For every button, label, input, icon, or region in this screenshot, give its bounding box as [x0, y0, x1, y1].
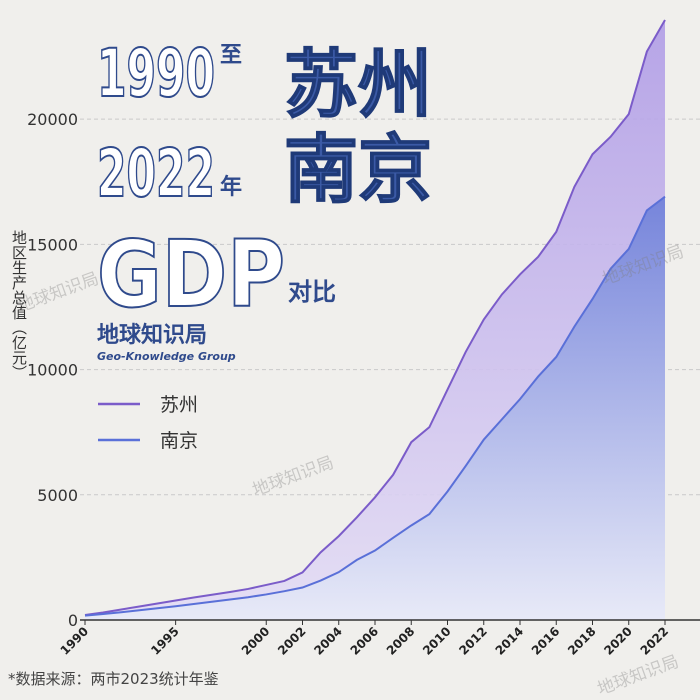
y-tick-label: 15000	[27, 235, 78, 254]
brand-en: Geo-Knowledge Group	[97, 350, 236, 363]
y-axis-label: 地区生产总值（亿元）	[10, 230, 28, 380]
y-tick-label: 0	[68, 611, 78, 630]
y-tick-label: 10000	[27, 361, 78, 380]
source: *数据来源：两市2023统计年鉴	[8, 670, 219, 688]
title-year-suffix: 年	[220, 174, 242, 200]
legend-label: 南京	[160, 430, 198, 452]
y-tick-label: 20000	[27, 110, 78, 129]
title-connector: 至	[220, 43, 242, 68]
title-compare: 对比	[288, 278, 336, 306]
brand: 地球知识局	[97, 322, 207, 348]
title-city: 南京	[284, 127, 432, 213]
title-gdp: GDP	[97, 221, 285, 328]
line	[84, 19, 666, 616]
title-year-from: 1990	[97, 35, 215, 112]
title-city: 苏州	[284, 42, 432, 128]
legend-label: 苏州	[160, 394, 198, 416]
y-tick-label: 5000	[37, 486, 78, 505]
title-year-to: 2022	[97, 135, 215, 212]
line	[84, 195, 666, 617]
area	[85, 196, 665, 620]
y-axis-label: 地区生产总值（亿元）	[10, 230, 28, 380]
